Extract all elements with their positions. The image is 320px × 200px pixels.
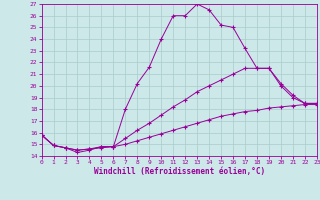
X-axis label: Windchill (Refroidissement éolien,°C): Windchill (Refroidissement éolien,°C) bbox=[94, 167, 265, 176]
